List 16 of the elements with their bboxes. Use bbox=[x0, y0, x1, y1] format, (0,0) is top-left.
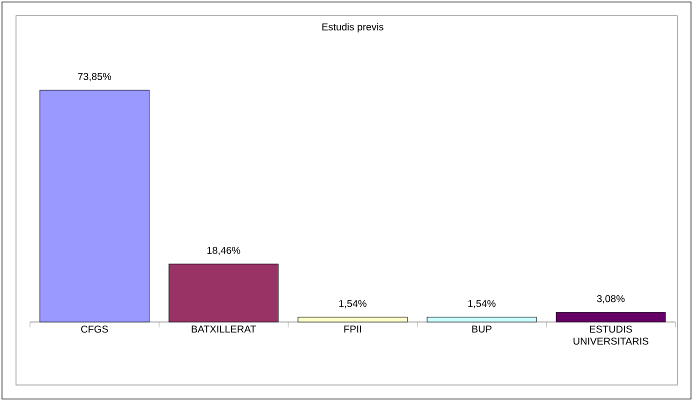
bar bbox=[556, 312, 666, 322]
x-tick-label: CFGS bbox=[81, 326, 108, 333]
x-tick-label: FPII bbox=[344, 326, 361, 332]
bar bbox=[168, 264, 279, 322]
data-label: 18,46% bbox=[207, 246, 240, 256]
bar bbox=[40, 90, 150, 322]
bar bbox=[298, 316, 408, 322]
x-tick-label: BATXILLERAT bbox=[192, 326, 256, 332]
data-label: 1,54% bbox=[468, 300, 496, 308]
data-label: 3,08% bbox=[596, 295, 625, 304]
x-tick-label: BUP bbox=[472, 326, 492, 333]
chart-title: Estudis previs bbox=[322, 23, 384, 32]
bar bbox=[426, 316, 537, 322]
data-label: 73,85% bbox=[78, 72, 112, 82]
data-label: 1,54% bbox=[339, 300, 366, 308]
x-tick-label: ESTUDIS UNIVERSITARIS bbox=[574, 326, 648, 345]
